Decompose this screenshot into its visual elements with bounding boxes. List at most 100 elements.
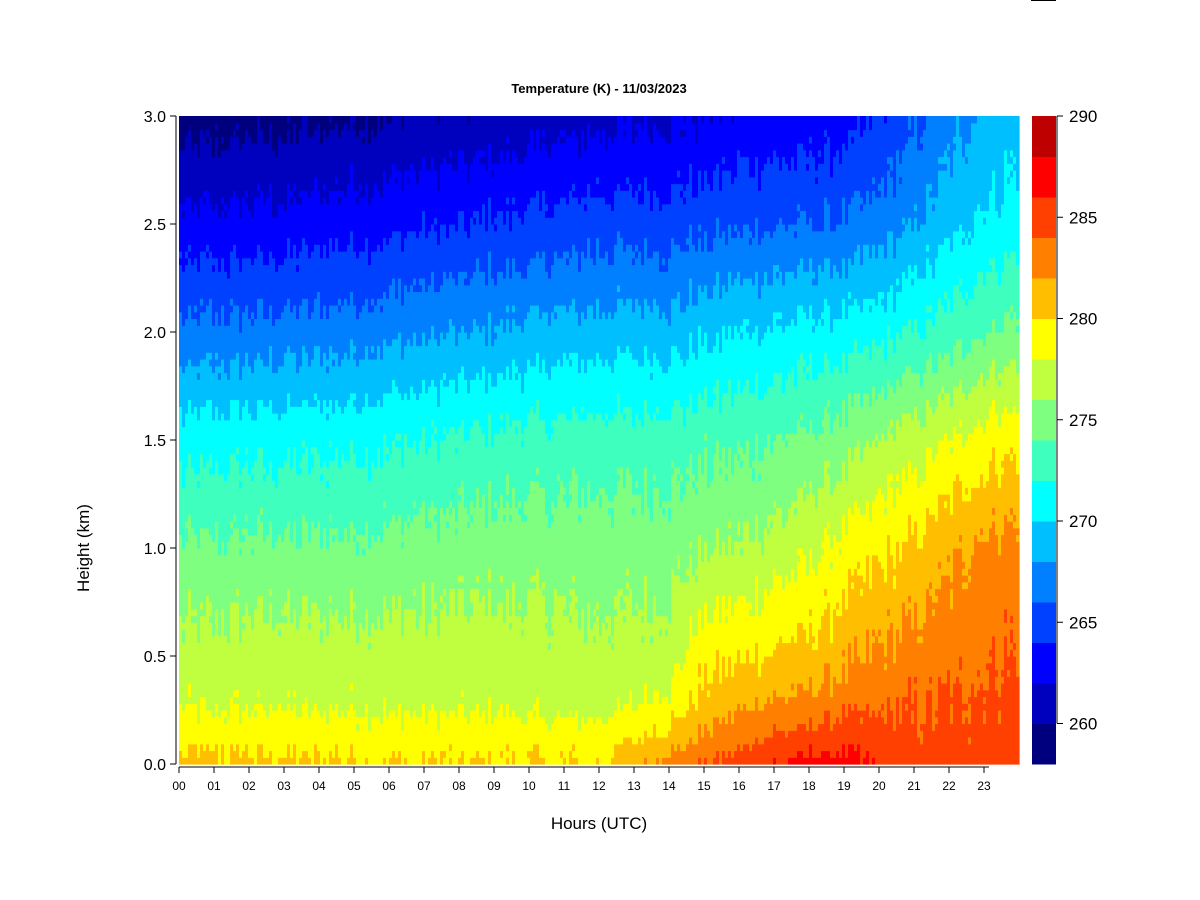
heatmap-cell: [425, 635, 429, 725]
heatmap-cell: [530, 305, 534, 367]
heatmap-cell: [698, 325, 702, 394]
heatmap-cell: [539, 318, 543, 374]
heatmap-cell: [425, 116, 429, 171]
heatmap-cell: [869, 406, 873, 448]
heatmap-cell: [323, 460, 327, 529]
heatmap-cell: [941, 116, 945, 158]
heatmap-cell: [713, 237, 717, 286]
heatmap-cell: [941, 392, 945, 401]
heatmap-cell: [707, 116, 711, 185]
heatmap-cell: [389, 622, 393, 711]
heatmap-cell: [506, 257, 510, 306]
heatmap-cell: [521, 433, 525, 441]
heatmap-cell: [191, 318, 195, 367]
heatmap-cell: [911, 116, 915, 137]
heatmap-cell: [329, 703, 333, 752]
heatmap-cell: [596, 183, 600, 198]
heatmap-cell: [503, 716, 507, 765]
heatmap-cell: [188, 244, 192, 252]
heatmap-cell: [968, 392, 972, 434]
heatmap-cell: [515, 433, 519, 509]
heatmap-cell: [749, 176, 753, 232]
heatmap-cell: [410, 284, 414, 347]
heatmap-cell: [305, 750, 309, 765]
heatmap-cell: [929, 352, 933, 407]
heatmap-cell: [1013, 359, 1017, 407]
heatmap-cell: [974, 426, 978, 488]
heatmap-cell: [803, 723, 807, 758]
heatmap-cell: [227, 116, 231, 151]
heatmap-cell: [800, 116, 804, 144]
heatmap-cell: [542, 419, 546, 488]
x-axis: 00 01 02 03 04 05 06 07 08 09 10 11 12 13 14 15 16 17 18 19…: [172, 766, 991, 793]
heatmap-cell: [794, 224, 798, 232]
heatmap-cell: [845, 116, 849, 151]
heatmap-cell: [887, 325, 891, 380]
heatmap-cell: [398, 433, 402, 441]
heatmap-cell: [848, 568, 852, 644]
heatmap-cell: [623, 305, 627, 353]
heatmap-cell: [296, 257, 300, 266]
heatmap-cell: [374, 629, 378, 718]
heatmap-cell: [407, 338, 411, 401]
heatmap-cell: [674, 750, 678, 765]
heatmap-cell: [851, 514, 855, 576]
heatmap-cell: [278, 365, 282, 421]
heatmap-cell: [941, 683, 945, 765]
heatmap-cell: [836, 608, 840, 617]
heatmap-cell: [977, 419, 981, 488]
heatmap-cell: [659, 703, 663, 738]
heatmap-cell: [761, 662, 765, 711]
heatmap-cell: [623, 419, 627, 488]
heatmap-cell: [794, 230, 798, 239]
heatmap-cell: [779, 116, 783, 171]
heatmap-cell: [962, 359, 966, 394]
heatmap-cell: [920, 642, 924, 725]
heatmap-cell: [458, 581, 462, 590]
heatmap-cell: [851, 352, 855, 407]
heatmap-cell: [977, 689, 981, 765]
heatmap-cell: [794, 757, 798, 765]
heatmap-cell: [443, 757, 447, 765]
heatmap-cell: [692, 352, 696, 414]
heatmap-cell: [338, 311, 342, 367]
heatmap-cell: [860, 710, 864, 718]
heatmap-cell: [557, 595, 561, 711]
heatmap-cell: [695, 359, 699, 414]
heatmap-cell: [530, 710, 534, 752]
heatmap-cell: [893, 575, 897, 590]
heatmap-cell: [830, 696, 834, 731]
heatmap-cell: [446, 163, 450, 239]
heatmap-cell: [794, 514, 798, 583]
heatmap-cell: [356, 723, 360, 731]
heatmap-cell: [569, 365, 573, 421]
heatmap-cell: [962, 244, 966, 299]
heatmap-cell: [809, 305, 813, 353]
heatmap-cell: [782, 116, 786, 158]
heatmap-cell: [686, 568, 690, 576]
heatmap-cell: [401, 251, 405, 306]
heatmap-cell: [680, 197, 684, 252]
heatmap-cell: [296, 318, 300, 374]
heatmap-cell: [848, 446, 852, 509]
heatmap-cell: [224, 203, 228, 212]
heatmap-cell: [917, 149, 921, 232]
heatmap-cell: [656, 689, 660, 738]
heatmap-cell: [713, 548, 717, 610]
heatmap-cell: [479, 716, 483, 758]
heatmap-cell: [788, 581, 792, 644]
heatmap-cell: [335, 446, 339, 529]
heatmap-cell: [986, 669, 990, 691]
heatmap-cell: [722, 541, 726, 596]
heatmap-cell: [350, 440, 354, 522]
heatmap-cell: [623, 602, 627, 610]
heatmap-cell: [245, 190, 249, 198]
heatmap-cell: [317, 453, 321, 522]
heatmap-cell: [356, 554, 360, 644]
heatmap-cell: [227, 473, 231, 542]
heatmap-cell: [827, 460, 831, 468]
heatmap-cell: [983, 210, 987, 218]
heatmap-cell: [527, 203, 531, 266]
heatmap-cell: [215, 703, 219, 745]
heatmap-cell: [989, 116, 993, 191]
